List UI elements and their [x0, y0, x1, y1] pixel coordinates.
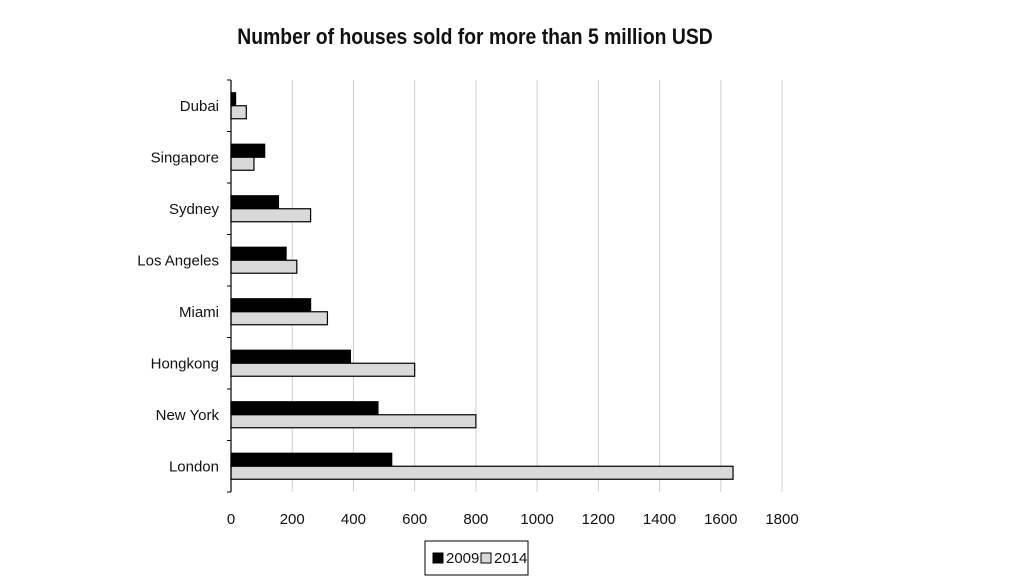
category-label: Dubai: [180, 98, 219, 115]
chart-title: Number of houses sold for more than 5 mi…: [237, 24, 713, 49]
bar-2014-new-york: [230, 414, 477, 429]
x-tick-label: 1400: [643, 511, 676, 528]
x-tick-label: 400: [341, 511, 366, 528]
x-tick-label: 200: [280, 511, 305, 528]
bar-2014-miami: [230, 311, 329, 326]
x-tick-label: 600: [402, 511, 427, 528]
labels: Dubai Singapore Sydney Los Angeles Miami Hong…: [137, 98, 798, 528]
x-tick-label: 800: [463, 511, 488, 528]
bar-2014-london: [230, 465, 734, 480]
bar-2014-los-angeles: [230, 259, 298, 274]
x-tick-label: 1000: [520, 511, 553, 528]
bar-2014-sydney: [230, 208, 312, 223]
category-label: Miami: [179, 304, 219, 321]
legend-swatch-2014: [480, 552, 492, 564]
category-label: New York: [156, 407, 220, 424]
legend: 2009 2014: [424, 540, 529, 576]
bar-2009-dubai: [230, 92, 237, 107]
x-tick-label: 1200: [582, 511, 615, 528]
bar-2009-hongkong: [230, 349, 351, 364]
bar-2009-london: [230, 452, 393, 467]
category-label: London: [169, 458, 219, 475]
x-tick-label: 1600: [704, 511, 737, 528]
bar-2009-new-york: [230, 401, 379, 416]
legend-label-2009: 2009: [446, 550, 479, 567]
bar-2009-singapore: [230, 143, 266, 158]
category-label: Los Angeles: [137, 252, 219, 269]
bar-2009-miami: [230, 298, 312, 313]
bars: [230, 92, 734, 480]
legend-label-2014: 2014: [494, 550, 527, 567]
gridlines: [291, 80, 783, 492]
x-tick-label: 0: [227, 511, 235, 528]
x-tick-label: 1800: [765, 511, 798, 528]
bar-2009-los-angeles: [230, 246, 287, 261]
axes: [227, 79, 232, 493]
bar-2014-hongkong: [230, 362, 416, 377]
category-label: Hongkong: [151, 355, 219, 372]
category-label: Singapore: [151, 149, 219, 166]
bar-2009-sydney: [230, 195, 280, 210]
bar-2014-dubai: [230, 105, 247, 120]
bar-2014-singapore: [230, 156, 255, 171]
category-label: Sydney: [169, 201, 220, 218]
legend-swatch-2009: [432, 552, 444, 564]
